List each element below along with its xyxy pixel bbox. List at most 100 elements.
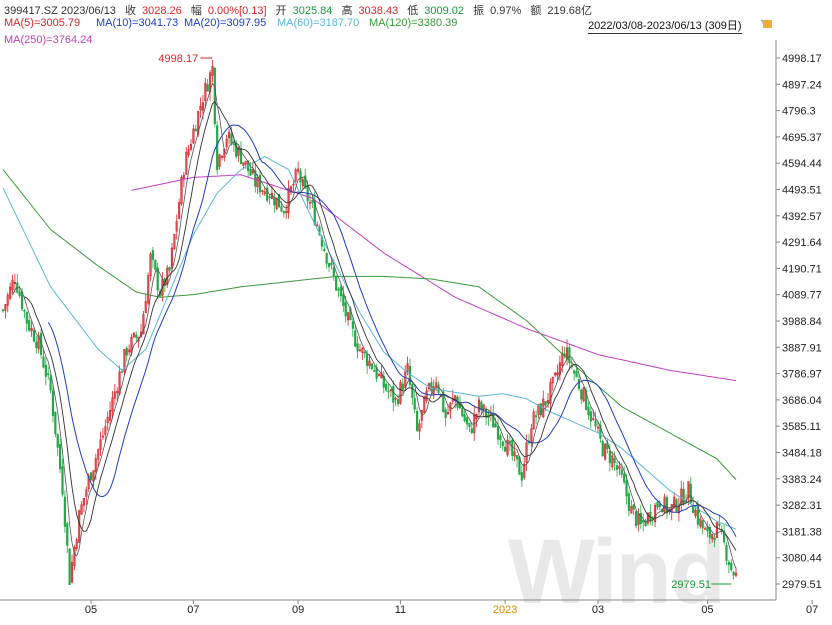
x-tick-label: 05 — [701, 604, 713, 616]
candle-body — [178, 202, 181, 219]
candle-body — [501, 441, 504, 447]
candle-body — [415, 410, 419, 431]
candle-body — [346, 312, 350, 321]
candle-body — [85, 489, 88, 497]
amount-value: 219.68亿 — [547, 5, 593, 17]
ma60-label: MA(60)=3187.70 — [277, 17, 360, 29]
candle-body — [80, 504, 83, 515]
candle-body — [446, 412, 450, 415]
candle-body — [404, 371, 407, 388]
candle-body — [420, 409, 423, 421]
candle-body — [727, 562, 730, 566]
candle-body — [180, 176, 183, 205]
candle-body — [601, 440, 604, 457]
y-tick-label: 3181.38 — [782, 526, 822, 538]
candle-body — [575, 371, 578, 378]
y-tick-label: 3484.18 — [782, 447, 822, 459]
candle-body — [59, 444, 62, 470]
candle-body — [68, 548, 71, 586]
ma10-label: MA(10)=3041.73 — [96, 17, 179, 29]
candle-body — [28, 320, 31, 331]
candle-body — [11, 279, 14, 291]
candle-body — [618, 465, 621, 469]
candle-body — [266, 187, 269, 201]
candle-body — [584, 389, 588, 411]
candle-body — [230, 133, 233, 144]
candle-body — [387, 390, 390, 393]
y-tick-label: 4998.17 — [782, 53, 822, 65]
y-tick-label: 3686.04 — [782, 395, 822, 407]
amplitude-value: 0.97% — [490, 5, 522, 17]
y-tick-label: 3080.44 — [782, 553, 822, 565]
date-range[interactable]: 2022/03/08-2023/06/13 (309日) — [588, 17, 742, 34]
candle-body — [311, 200, 314, 203]
candle-body — [485, 408, 488, 418]
open-value: 3025.84 — [292, 5, 333, 17]
y-tick-label: 3988.84 — [782, 316, 822, 328]
y-tick-label: 4695.37 — [782, 132, 822, 144]
candle-body — [508, 440, 512, 444]
x-tick-label: 2023 — [493, 604, 517, 616]
candle-body — [6, 294, 9, 306]
candle-body — [423, 396, 426, 414]
x-tick-label: 05 — [85, 604, 97, 616]
candle-body — [706, 526, 709, 532]
candle-body — [530, 428, 533, 443]
candle-body — [182, 174, 185, 179]
candle-body — [504, 446, 507, 452]
candle-body — [199, 106, 202, 111]
candle-body — [51, 390, 55, 416]
settings-icon[interactable] — [763, 20, 772, 28]
ma5-label: MA(5)=3005.79 — [4, 17, 81, 29]
candle-body — [713, 537, 716, 541]
open-label: 开 — [275, 5, 287, 17]
candle-body — [113, 391, 116, 399]
candle-body — [675, 499, 678, 512]
candle-body — [470, 428, 473, 434]
candle-body — [168, 267, 171, 271]
y-tick-label: 4291.64 — [782, 237, 822, 249]
y-tick-label: 4493.51 — [782, 184, 822, 196]
candle-body — [589, 411, 592, 422]
candle-body — [108, 410, 112, 421]
candle-body — [573, 370, 576, 374]
candle-body — [30, 327, 33, 332]
candle-body — [368, 360, 371, 366]
candle-body — [99, 439, 102, 450]
y-tick-label: 4796.3 — [782, 106, 816, 118]
candle-body — [135, 334, 138, 338]
candle-body — [551, 376, 554, 384]
candle-body — [396, 399, 400, 405]
candle-body — [385, 383, 388, 391]
candle-body — [511, 439, 514, 456]
candle-body — [708, 526, 711, 538]
candle-body — [442, 391, 445, 412]
candle-body — [546, 400, 550, 404]
candle-body — [418, 423, 421, 432]
candle-body — [147, 275, 150, 304]
candle-body — [87, 475, 90, 489]
candle-body — [718, 523, 721, 526]
candle-body — [332, 267, 335, 277]
candle-body — [358, 349, 362, 352]
min-value-label: 2979.51 — [671, 579, 711, 591]
candle-body — [132, 332, 135, 338]
high-label: 高 — [341, 5, 353, 17]
candle-body — [97, 449, 100, 460]
candle-body — [237, 147, 240, 156]
candle-body — [297, 168, 300, 172]
candle-body — [258, 175, 262, 193]
candle-body — [116, 391, 119, 394]
candle-body — [35, 341, 38, 349]
candle-body — [144, 301, 147, 314]
candle-body — [232, 143, 235, 146]
candle-body — [301, 179, 304, 187]
candle-body — [596, 426, 600, 429]
change-value: 0.00%[0.13] — [207, 5, 267, 17]
x-tick-label: 03 — [592, 604, 604, 616]
candle-body — [549, 382, 552, 404]
y-tick-label: 4594.44 — [782, 158, 822, 170]
candle-body — [268, 196, 271, 199]
ma120-line — [2, 169, 737, 480]
candle-body — [32, 330, 36, 342]
